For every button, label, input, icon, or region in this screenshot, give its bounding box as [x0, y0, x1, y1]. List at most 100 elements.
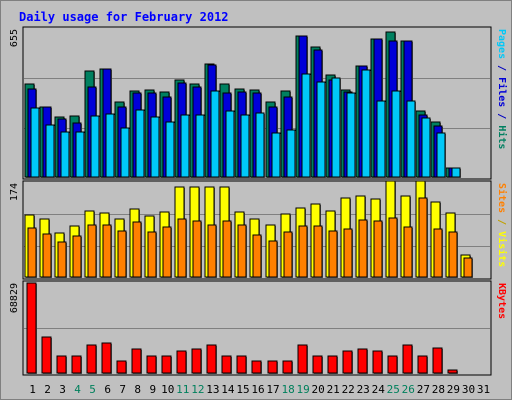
bar-pages-day-1: [30, 107, 40, 178]
series-legend: KBytes: [496, 283, 507, 319]
y-max-label: 68829: [9, 283, 20, 313]
bar-kbytes-day-22: [342, 350, 353, 374]
legend-entry: /: [496, 107, 507, 125]
x-tick-label: 22: [342, 383, 355, 396]
bar-kbytes-day-2: [41, 336, 52, 374]
bar-sites-day-13: [207, 224, 217, 278]
bar-pages-day-28: [436, 132, 446, 178]
bar-pages-day-10: [165, 121, 175, 178]
chart-title: Daily usage for February 2012: [19, 10, 229, 24]
bar-sites-day-18: [283, 231, 293, 278]
bar-kbytes-day-27: [417, 355, 428, 374]
panel-kbytes: 68829 KBytes: [9, 280, 507, 376]
x-tick-label: 13: [206, 383, 219, 396]
x-tick-label: 17: [266, 383, 279, 396]
bar-pages-day-19: [301, 73, 311, 178]
bar-kbytes-day-6: [101, 342, 112, 374]
bar-kbytes-day-9: [146, 355, 157, 374]
x-tick-label: 12: [191, 383, 204, 396]
bar-kbytes-day-3: [56, 355, 67, 374]
bar-kbytes-day-17: [267, 360, 278, 374]
legend-entry: /: [496, 59, 507, 77]
bar-sites-day-25: [388, 217, 398, 278]
bar-kbytes-day-16: [251, 360, 262, 374]
x-tick-label: 1: [29, 383, 36, 396]
bar-kbytes-day-8: [131, 348, 142, 374]
bar-sites-day-23: [358, 219, 368, 278]
x-tick-label: 21: [327, 383, 340, 396]
legend-entry: /: [496, 213, 507, 231]
bar-kbytes-day-18: [282, 360, 293, 374]
bar-kbytes-day-23: [357, 348, 368, 374]
x-tick-label: 19: [296, 383, 309, 396]
legend-entry: Visits: [496, 231, 508, 267]
bar-sites-day-12: [192, 220, 202, 278]
bar-sites-day-3: [57, 241, 67, 278]
bar-kbytes-day-7: [116, 360, 127, 374]
bar-pages-day-9: [150, 116, 160, 178]
x-tick-label: 27: [417, 383, 430, 396]
legend-entry: Hits: [496, 125, 508, 149]
bar-sites-day-7: [117, 230, 127, 278]
x-tick-label: 6: [104, 383, 111, 396]
bar-sites-day-4: [72, 235, 82, 278]
bar-kbytes-day-1: [26, 282, 37, 374]
y-max-label: 174: [9, 183, 20, 201]
bar-pages-day-14: [225, 110, 235, 178]
bar-kbytes-day-28: [432, 347, 443, 374]
x-tick-label: 7: [119, 383, 126, 396]
x-tick-label: 31: [477, 383, 490, 396]
bar-kbytes-day-20: [312, 355, 323, 374]
bar-pages-day-7: [120, 127, 130, 178]
bar-sites-day-6: [102, 224, 112, 278]
bar-pages-day-16: [255, 112, 265, 178]
bar-sites-day-20: [313, 225, 323, 278]
y-max-label: 655: [9, 29, 20, 47]
bar-sites-day-27: [418, 197, 428, 278]
bar-sites-day-29: [448, 231, 458, 278]
bar-sites-day-15: [237, 224, 247, 278]
x-tick-label: 11: [176, 383, 189, 396]
bar-sites-day-2: [42, 233, 52, 278]
bar-pages-day-22: [346, 92, 356, 178]
bar-kbytes-day-11: [176, 350, 187, 374]
bar-sites-day-26: [403, 226, 413, 278]
bar-sites-day-21: [328, 230, 338, 278]
bar-kbytes-day-10: [161, 355, 172, 374]
bar-pages-day-5: [90, 115, 100, 178]
bar-kbytes-day-14: [221, 355, 232, 374]
x-tick-label: 2: [44, 383, 51, 396]
x-tick-label: 10: [161, 383, 174, 396]
bar-sites-day-19: [298, 225, 308, 278]
bar-pages-day-24: [376, 100, 386, 178]
x-tick-label: 30: [462, 383, 475, 396]
bar-sites-day-28: [433, 228, 443, 278]
bar-pages-day-3: [60, 131, 70, 178]
x-tick-label: 16: [251, 383, 264, 396]
bar-pages-day-13: [210, 90, 220, 178]
bar-kbytes-day-5: [86, 344, 97, 374]
bar-kbytes-day-26: [402, 344, 413, 374]
bar-kbytes-day-19: [297, 344, 308, 374]
x-tick-label: 5: [89, 383, 96, 396]
bar-sites-day-22: [343, 228, 353, 278]
panel-visits-sites: 174 Sites / Visits: [9, 180, 508, 280]
x-tick-label: 14: [221, 383, 235, 396]
bar-sites-day-24: [373, 220, 383, 278]
legend-entry: Pages: [496, 29, 507, 59]
series-legend: Sites / Visits: [496, 183, 508, 267]
chart-panels: 655 Pages / Files / Hits 174 Sites / Visits…: [9, 26, 508, 376]
bar-pages-day-6: [105, 113, 115, 178]
bar-kbytes-day-29: [447, 369, 458, 374]
x-tick-label: 3: [59, 383, 66, 396]
bar-pages-day-11: [180, 114, 190, 178]
x-tick-label: 9: [149, 383, 156, 396]
bar-pages-day-2: [45, 124, 55, 178]
x-tick-label: 8: [134, 383, 141, 396]
bar-sites-day-9: [147, 231, 157, 278]
bar-kbytes-day-25: [387, 355, 398, 374]
x-tick-label: 18: [281, 383, 294, 396]
bar-sites-day-10: [162, 226, 172, 278]
bar-pages-day-8: [135, 109, 145, 178]
